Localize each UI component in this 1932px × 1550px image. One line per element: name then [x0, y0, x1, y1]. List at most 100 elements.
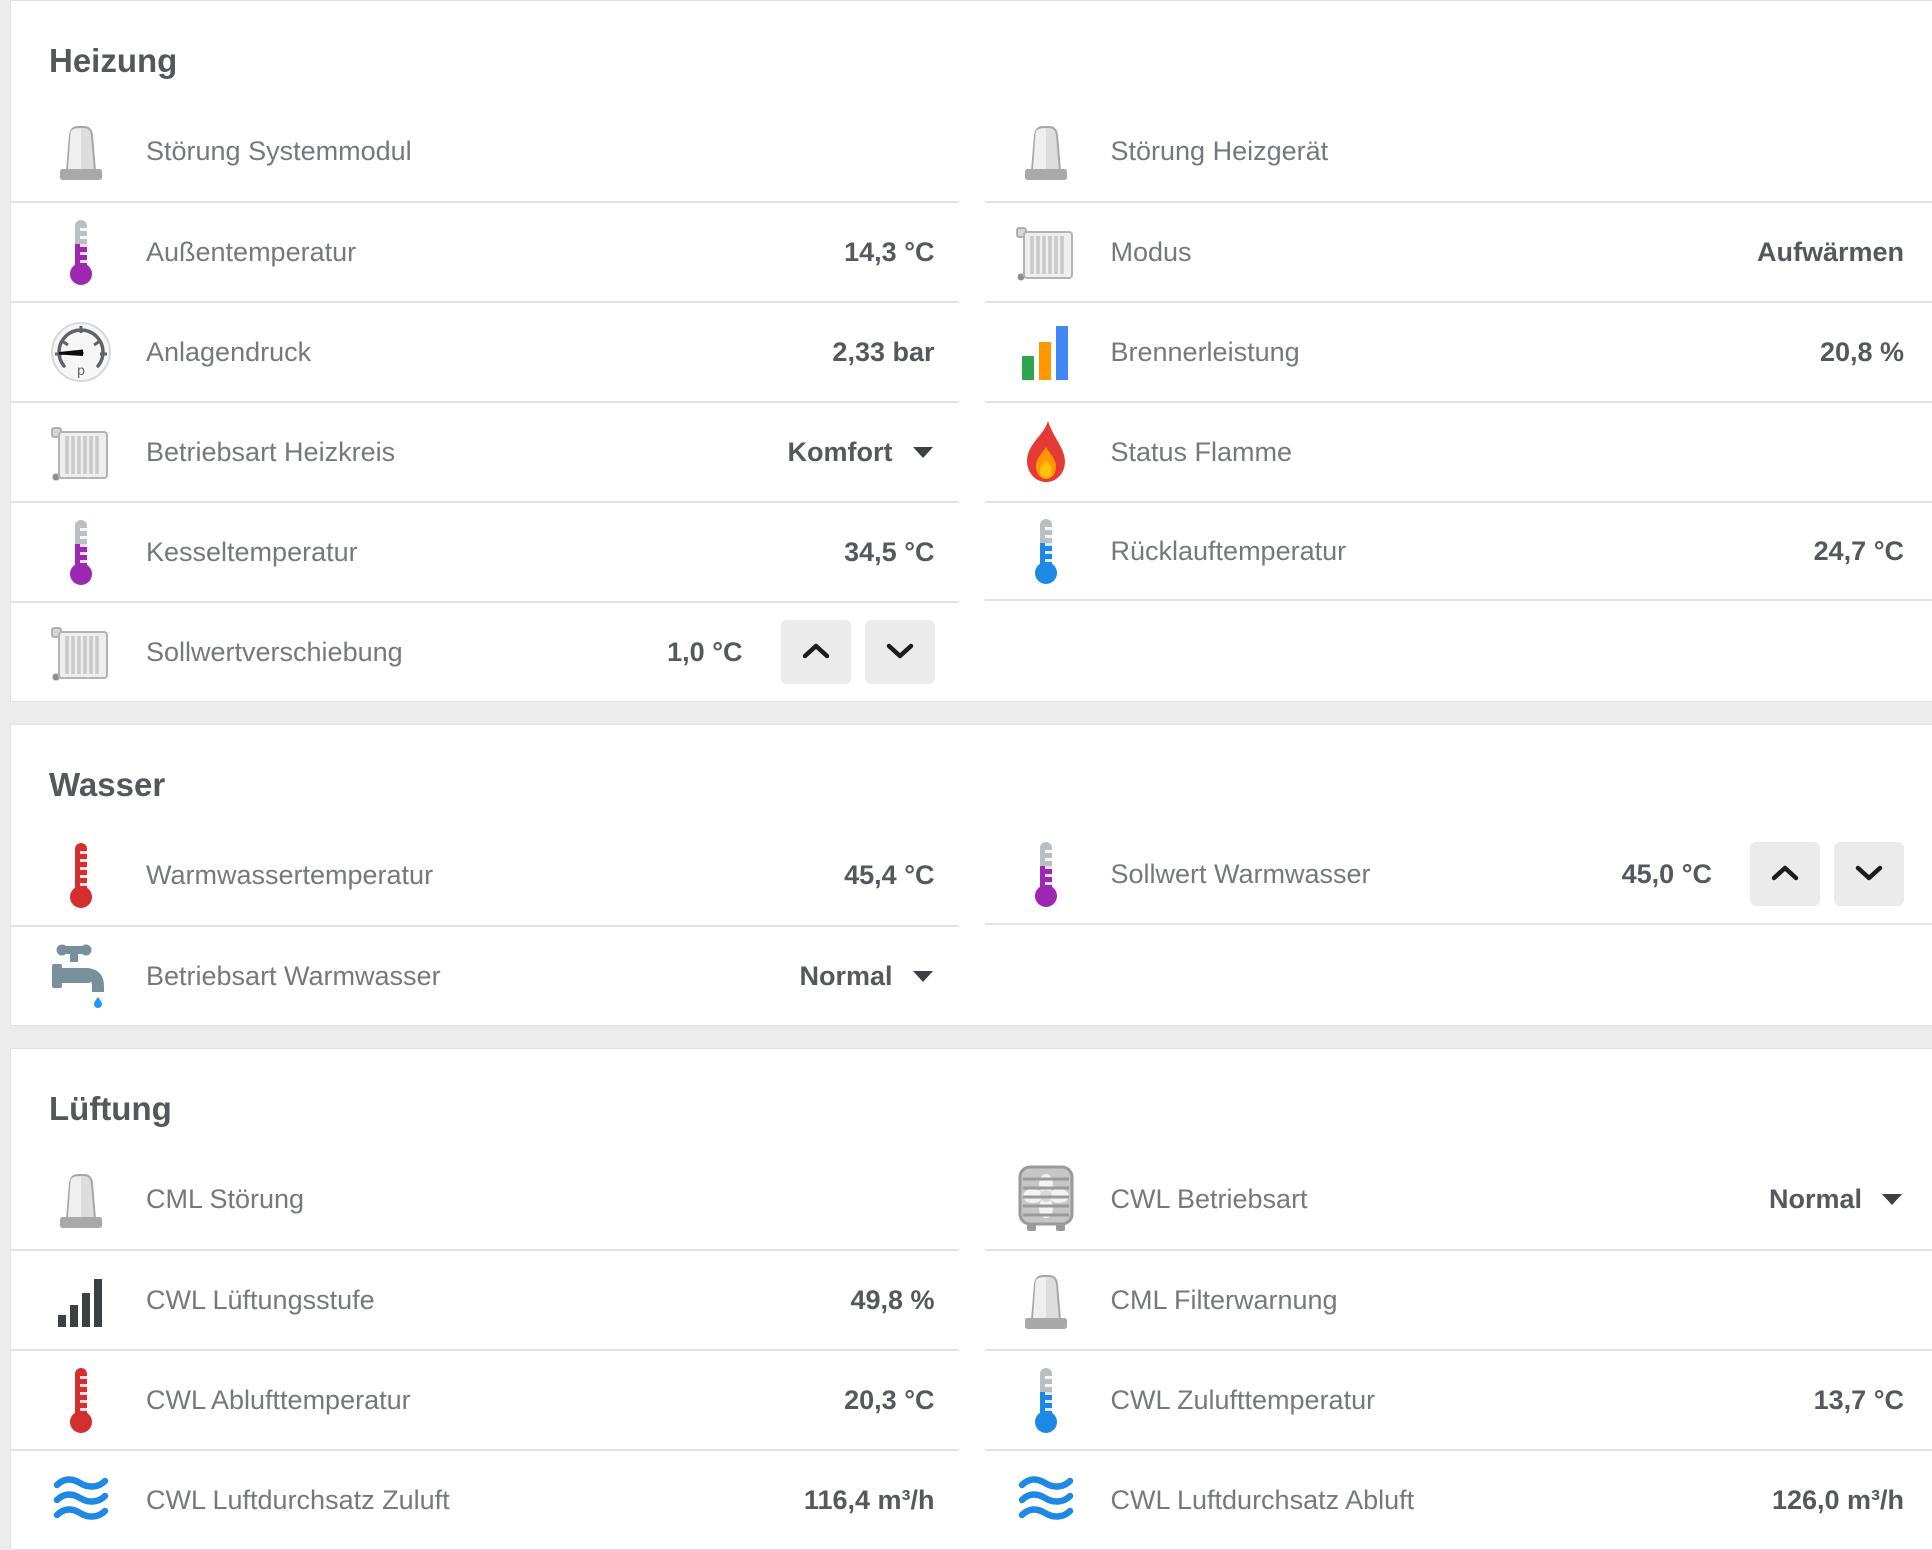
row-cml-storung: CML Störung [11, 1149, 959, 1249]
section-title: Wasser [11, 725, 1932, 825]
row-label: CML Störung [146, 1184, 935, 1215]
row-value: 2,33 bar [832, 337, 934, 368]
row-label: Rücklauftemperatur [1111, 536, 1814, 567]
chevron-up-icon [1770, 863, 1800, 886]
gauge-icon: p [50, 318, 112, 386]
faucet-icon [50, 942, 112, 1010]
row-label: CWL Zulufttemperatur [1111, 1385, 1814, 1416]
dropdown-betriebsart-warmwasser[interactable]: Normal [799, 961, 934, 992]
row-label: Störung Systemmodul [146, 136, 935, 167]
row-label: Modus [1111, 237, 1757, 268]
row-label: Betriebsart Heizkreis [146, 437, 788, 468]
increase-button[interactable] [781, 620, 851, 684]
bar-chart-icon [1015, 318, 1077, 386]
row-value: 45,0 °C [1622, 859, 1712, 890]
chevron-down-icon [911, 445, 935, 460]
row-label: Anlagendruck [146, 337, 832, 368]
row-value: 49,8 % [850, 1285, 934, 1316]
row-label: CWL Betriebsart [1111, 1184, 1769, 1215]
row-status-flamme: Status Flamme [985, 401, 1932, 501]
chevron-down-icon [911, 969, 935, 984]
row-value: 24,7 °C [1814, 536, 1904, 567]
chevron-down-icon [1880, 1192, 1904, 1207]
siren-icon [1015, 117, 1077, 185]
row-value: 14,3 °C [844, 237, 934, 268]
row-label: Außentemperatur [146, 237, 844, 268]
row-value: 20,8 % [1820, 337, 1904, 368]
row-value: 34,5 °C [844, 537, 934, 568]
row-label: CWL Ablufttemperatur [146, 1385, 844, 1416]
radiator-icon [50, 418, 112, 486]
row-label: CWL Luftdurchsatz Abluft [1111, 1485, 1772, 1516]
row-label: CWL Lüftungsstufe [146, 1285, 850, 1316]
row-value: Komfort [788, 437, 893, 468]
row-value: 45,4 °C [844, 860, 934, 891]
dropdown-betriebsart-heizkreis[interactable]: Komfort [788, 437, 935, 468]
thermometer-icon [1015, 1366, 1077, 1434]
row-storung-systemmodul: Störung Systemmodul [11, 101, 959, 201]
thermometer-icon [1015, 517, 1077, 585]
increase-button[interactable] [1750, 842, 1820, 906]
thermometer-icon [1015, 840, 1077, 908]
chevron-down-icon [885, 641, 915, 664]
row-label: Kesseltemperatur [146, 537, 844, 568]
thermometer-icon [50, 518, 112, 586]
row-cml-filterwarnung: CML Filterwarnung [985, 1249, 1932, 1349]
row-value: 116,4 m³/h [804, 1485, 935, 1516]
radiator-icon [1015, 218, 1077, 286]
row-label: CWL Luftdurchsatz Zuluft [146, 1485, 804, 1516]
row-value: 126,0 m³/h [1772, 1485, 1904, 1516]
row-label: CML Filterwarnung [1111, 1285, 1905, 1316]
row-value: Normal [799, 961, 892, 992]
row-value: 1,0 °C [667, 637, 742, 668]
dropdown-cwl-betriebsart[interactable]: Normal [1769, 1184, 1904, 1215]
stepper-sollwert-warmwasser [1750, 842, 1904, 906]
fan-icon [1015, 1165, 1077, 1233]
row-label: Sollwertverschiebung [146, 637, 667, 668]
radiator-icon [50, 618, 112, 686]
row-label: Brennerleistung [1111, 337, 1820, 368]
section-title: Heizung [11, 1, 1932, 101]
thermometer-icon [50, 1366, 112, 1434]
row-value: 13,7 °C [1814, 1385, 1904, 1416]
chevron-down-icon [1854, 863, 1884, 886]
row-label: Warmwassertemperatur [146, 860, 844, 891]
decrease-button[interactable] [1834, 842, 1904, 906]
thermometer-icon [50, 841, 112, 909]
siren-icon [50, 117, 112, 185]
flame-icon [1015, 418, 1077, 486]
row-storung-heizgerat: Störung Heizgerät [985, 101, 1932, 201]
chevron-up-icon [801, 641, 831, 664]
siren-icon [50, 1165, 112, 1233]
section-title: Lüftung [11, 1049, 1932, 1149]
row-label: Betriebsart Warmwasser [146, 961, 799, 992]
decrease-button[interactable] [865, 620, 935, 684]
